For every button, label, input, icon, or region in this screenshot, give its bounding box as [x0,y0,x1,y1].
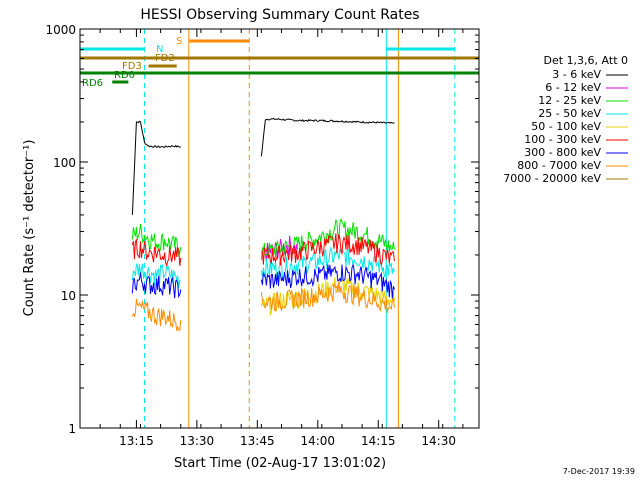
y-tick-label-100: 100 [53,156,76,170]
series-lines [131,117,395,331]
x-tick-label-13-45: 13:45 [240,434,275,448]
legend-label-300-800-kev: 300 - 800 keV [524,146,601,159]
series-line-100-300-kev-2 [261,233,395,267]
timestamp: 7-Dec-2017 19:39 [563,467,635,476]
flag-label-fd2: FD2 [155,53,175,64]
legend-label-12-25-kev: 12 - 25 keV [538,94,601,107]
y-tick-label-10: 10 [61,289,76,303]
plot-frame [79,28,480,429]
legend-label-3-6-kev: 3 - 6 keV [552,68,601,81]
series-line-12-25-kev-1 [131,224,182,258]
flag-label-rd0: RD0 [114,70,135,81]
legend-label-100-300-kev: 100 - 300 keV [524,133,601,146]
legend-label-50-100-kev: 50 - 100 keV [531,120,601,133]
series-line-800-7000-kev-2 [260,281,395,314]
x-tick-label-14-30: 14:30 [421,434,456,448]
legend-label-25-50-kev: 25 - 50 keV [538,107,601,120]
series-line-300-800-kev-1 [131,272,182,299]
legend-label-6-12-kev: 6 - 12 keV [545,81,601,94]
x-tick-label-14-00: 14:00 [300,434,335,448]
x-tick-label-13-30: 13:30 [180,434,215,448]
x-tick-label-13-15: 13:15 [119,434,154,448]
series-line-3-6-kev-2 [260,117,395,157]
flag-label-n: N [156,44,163,55]
y-tick-label-1: 1 [68,422,76,436]
series-line-3-6-kev-1 [131,120,181,215]
legend-header: Det 1,3,6, Att 0 [544,54,628,67]
flag-label-fd3: FD3 [122,61,142,72]
legend-label-800-7000-kev: 800 - 7000 keV [517,159,601,172]
chart-title: HESSI Observing Summary Count Rates [140,7,419,23]
series-line-300-800-kev-2 [260,263,395,299]
series-line-100-300-kev-1 [131,239,182,268]
y-tick-label-1000: 1000 [45,23,76,37]
legend-label-7000-20000-kev: 7000 - 20000 keV [503,172,601,185]
axes: 13:15 13:30 13:45 14:00 14:15 14:30 1 10 100 1000 [45,23,479,448]
x-axis-label: Start Time (02-Aug-17 13:01:02) [174,456,386,471]
y-axis-label: Count Rate (s⁻¹ detector⁻¹) [22,140,37,317]
series-line-50-100-kev-1 [260,277,395,316]
x-tick-label-14-15: 14:15 [361,434,396,448]
flag-label-s: S [176,36,182,47]
flag-label-rd6: RD6 [82,78,103,89]
series-line-800-7000-kev-1 [131,298,182,331]
